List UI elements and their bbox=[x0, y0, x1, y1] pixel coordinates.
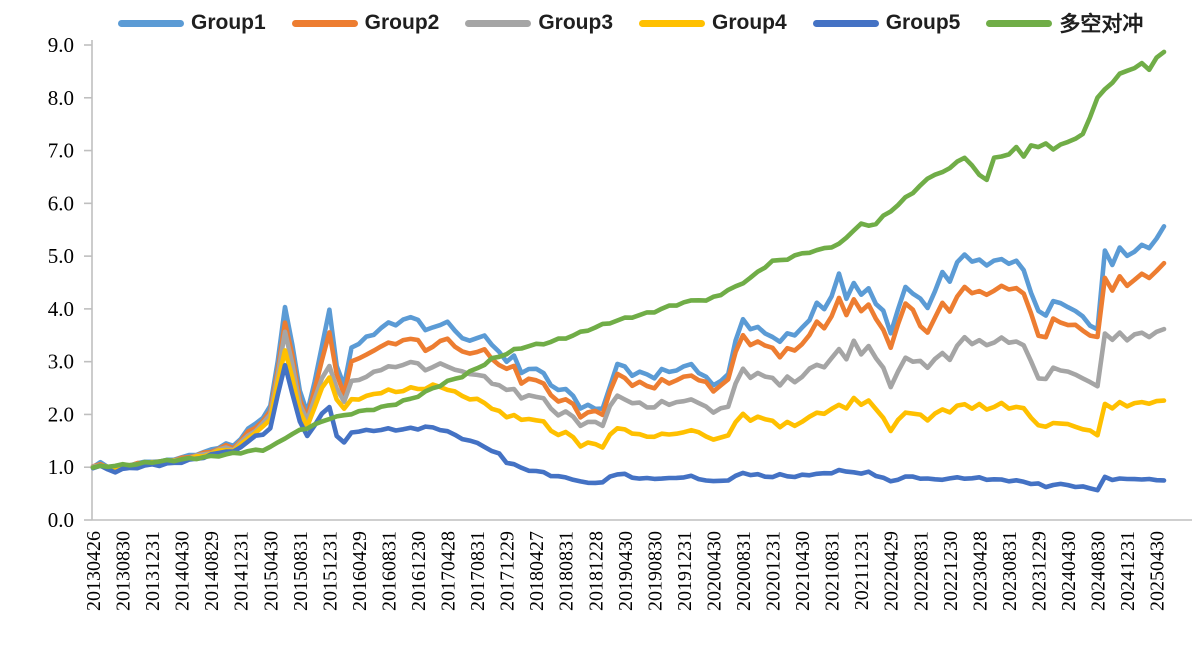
legend-item-3: Group3 bbox=[465, 11, 613, 35]
legend-label: Group1 bbox=[191, 11, 266, 34]
legend-line-swatch bbox=[118, 19, 184, 27]
x-axis-label: 20211231 bbox=[851, 531, 873, 610]
x-axis-label: 20230831 bbox=[999, 531, 1021, 611]
y-axis-label: 1.0 bbox=[48, 455, 74, 479]
x-axis-label: 20180427 bbox=[526, 531, 548, 611]
x-axis-label: 20141231 bbox=[231, 531, 253, 611]
x-axis-label: 20130830 bbox=[113, 531, 135, 611]
x-axis-label: 20151231 bbox=[319, 531, 341, 611]
x-axis-label: 20161230 bbox=[408, 531, 430, 611]
x-axis-label: 20200430 bbox=[703, 531, 725, 611]
series-line-Group5 bbox=[90, 362, 1167, 493]
x-axis-label: 20171229 bbox=[497, 531, 519, 611]
y-axis-label: 4.0 bbox=[48, 297, 74, 321]
x-axis-label: 20170428 bbox=[438, 531, 460, 611]
x-axis-label: 20180831 bbox=[556, 531, 578, 611]
legend-line-swatch bbox=[639, 19, 706, 27]
legend-line-swatch bbox=[291, 19, 358, 27]
x-axis-label: 20160429 bbox=[349, 531, 371, 611]
legend-label: Group3 bbox=[538, 11, 614, 34]
y-axis-label: 5.0 bbox=[48, 244, 74, 268]
x-axis-label: 20200831 bbox=[733, 531, 755, 611]
y-axis-label: 8.0 bbox=[48, 86, 74, 110]
legend-label: Group2 bbox=[364, 11, 440, 34]
y-axis-label: 2.0 bbox=[48, 402, 74, 426]
x-axis-label: 20201231 bbox=[763, 531, 785, 611]
x-axis-label: 20191231 bbox=[674, 531, 696, 611]
x-axis-label: 20190830 bbox=[644, 531, 666, 611]
y-axis-label: 9.0 bbox=[48, 33, 74, 57]
series-line-Group3 bbox=[90, 326, 1167, 471]
legend-item-5: Group5 bbox=[812, 11, 961, 35]
series-line-多空对冲 bbox=[90, 49, 1167, 470]
x-axis-label: 20240830 bbox=[1088, 531, 1110, 611]
x-axis-label: 20250430 bbox=[1147, 531, 1169, 611]
x-axis-label: 20170831 bbox=[467, 531, 489, 611]
x-axis-label: 20230428 bbox=[969, 531, 991, 611]
legend-item-4: Group4 bbox=[639, 11, 787, 35]
x-axis-label: 20220831 bbox=[910, 531, 932, 611]
x-axis-label: 20140829 bbox=[201, 531, 223, 611]
x-axis-label: 20130426 bbox=[83, 531, 105, 611]
legend-item-1: Group1 bbox=[118, 11, 266, 35]
x-axis-label: 20220429 bbox=[881, 531, 903, 611]
x-axis-label: 20210831 bbox=[822, 531, 844, 611]
legend-label: Group5 bbox=[885, 11, 961, 34]
x-axis-label: 20210430 bbox=[792, 531, 814, 611]
legend-line-swatch bbox=[986, 19, 1053, 27]
x-axis-label: 20140430 bbox=[172, 531, 194, 611]
legend-label: 多空对冲 bbox=[1059, 13, 1144, 36]
legend-item-2: Group2 bbox=[291, 11, 440, 35]
x-axis-label: 20150831 bbox=[290, 531, 312, 611]
y-axis-label: 7.0 bbox=[48, 139, 74, 163]
legend-line-swatch bbox=[812, 19, 879, 27]
chart-legend: Group1 Group2 Group3 Group4 Group5 多空对冲 bbox=[118, 8, 1143, 38]
x-axis-label: 20160831 bbox=[378, 531, 400, 611]
y-axis-label: 6.0 bbox=[48, 191, 74, 215]
y-axis-label: 3.0 bbox=[48, 350, 74, 374]
legend-label: Group4 bbox=[712, 11, 787, 34]
legend-item-6: 多空对冲 bbox=[986, 8, 1143, 38]
x-axis-label: 20181228 bbox=[585, 531, 607, 611]
x-axis-label: 20190430 bbox=[615, 531, 637, 611]
y-axis-label: 0.0 bbox=[48, 508, 74, 532]
legend-line-swatch bbox=[465, 19, 532, 27]
x-axis-label: 20231229 bbox=[1028, 531, 1050, 611]
x-axis-label: 20240430 bbox=[1058, 531, 1080, 611]
x-axis-label: 20241231 bbox=[1117, 531, 1139, 611]
x-axis-label: 20150430 bbox=[260, 531, 282, 611]
x-axis-label: 20221230 bbox=[940, 531, 962, 611]
x-axis-label: 20131231 bbox=[142, 531, 164, 611]
